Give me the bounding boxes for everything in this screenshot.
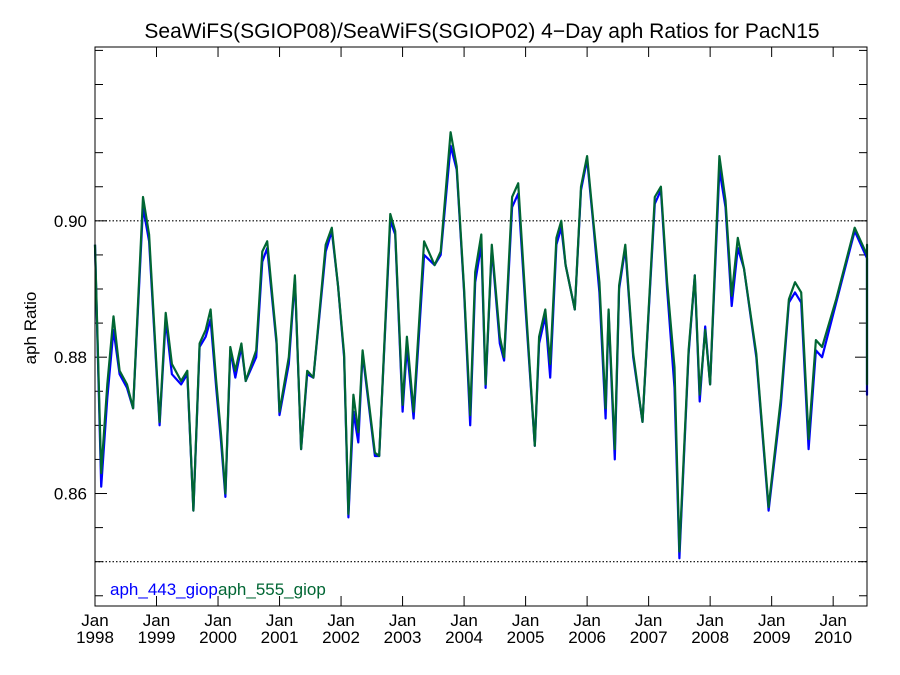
x-tick-label-month: Jan [204,611,231,630]
x-tick-label-year: 2007 [630,628,668,647]
x-tick-label-month: Jan [389,611,416,630]
series-line-1 [93,144,869,560]
x-tick-label-year: 2008 [691,628,729,647]
x-tick-label-year: 2001 [261,628,299,647]
y-ticks: 0.86 0.88 0.90 [54,49,867,597]
series-line-2 [93,131,869,553]
y-tick-label: 0.88 [54,348,87,367]
x-tick-label-year: 1999 [138,628,176,647]
x-tick-label-year: 1998 [76,628,114,647]
x-tick-label-month: Jan [573,611,600,630]
x-tick-label-year: 2009 [753,628,791,647]
x-tick-label-year: 2006 [568,628,606,647]
x-tick-label-month: Jan [512,611,539,630]
x-tick-label-year: 2002 [322,628,360,647]
x-tick-label-year: 2000 [199,628,237,647]
x-tick-label-month: Jan [450,611,477,630]
x-tick-label-year: 2005 [507,628,545,647]
x-tick-label-month: Jan [758,611,785,630]
x-tick-label-month: Jan [819,611,846,630]
legend-series-1: aph_443_giop [110,580,218,599]
x-tick-label-month: Jan [143,611,170,630]
x-tick-label-month: Jan [696,611,723,630]
y-axis-label: aph Ratio [21,292,40,365]
y-tick-label: 0.86 [54,485,87,504]
plot-series [93,131,869,560]
reference-lines [95,220,867,563]
x-tick-label-year: 2004 [445,628,483,647]
legend-series-2: aph_555_giop [218,580,326,599]
x-tick-label-month: Jan [81,611,108,630]
x-tick-label-year: 2010 [814,628,852,647]
x-ticks: Jan1998Jan1999Jan2000Jan2001Jan2002Jan20… [76,47,852,647]
x-tick-label-month: Jan [327,611,354,630]
x-tick-label-month: Jan [635,611,662,630]
chart-title: SeaWiFS(SGIOP08)/SeaWiFS(SGIOP02) 4−Day … [144,20,819,43]
y-tick-label: 0.90 [54,212,87,231]
x-tick-label-month: Jan [266,611,293,630]
plot-frame [94,46,868,607]
x-tick-label-year: 2003 [384,628,422,647]
